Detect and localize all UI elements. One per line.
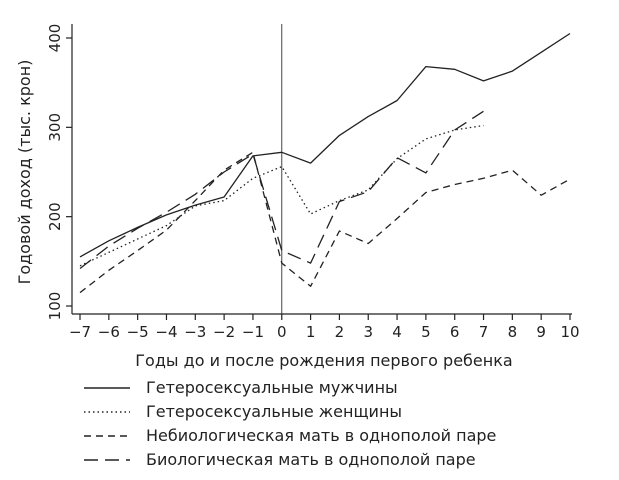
x-tick-label: 4 — [392, 323, 402, 341]
legend-label-4: Биологическая мать в однополой паре — [146, 450, 476, 469]
x-tick-label: −3 — [184, 323, 206, 341]
x-tick-label: 7 — [479, 323, 489, 341]
x-tick-label: 1 — [306, 323, 316, 341]
plot-area — [79, 24, 571, 314]
y-tick-label: 300 — [46, 113, 64, 142]
series-line-2 — [79, 124, 484, 267]
legend-label-1: Гетеросексуальные мужчины — [146, 378, 398, 397]
legend-label-3: Небиологическая мать в однополой паре — [146, 426, 496, 445]
series-line-1 — [79, 32, 571, 258]
x-tick-label: 10 — [560, 323, 579, 341]
series-line-3 — [79, 151, 571, 294]
x-tick-label: −7 — [69, 323, 91, 341]
legend-label-2: Гетеросексуальные женщины — [146, 402, 402, 421]
x-tick-label: 8 — [508, 323, 518, 341]
y-tick-label: 100 — [46, 292, 64, 321]
y-tick-label: 400 — [46, 24, 64, 53]
x-tick-label: 9 — [536, 323, 546, 341]
x-tick-label: −4 — [155, 323, 177, 341]
y-tick-label: 200 — [46, 202, 64, 231]
x-tick-label: −2 — [213, 323, 235, 341]
x-axis-title: Годы до и после рождения первого ребенка — [135, 351, 512, 370]
legend: Гетеросексуальные мужчины Гетеросексуальн… — [84, 378, 496, 469]
x-tick-label: −5 — [127, 323, 149, 341]
x-tick-label: 5 — [421, 323, 431, 341]
x-tick-label: 0 — [277, 323, 287, 341]
x-tick-label: 2 — [335, 323, 345, 341]
x-tick-label: 3 — [363, 323, 373, 341]
series-line-4 — [79, 110, 484, 270]
x-tick-label: −1 — [242, 323, 264, 341]
x-tick-label: −6 — [98, 323, 120, 341]
x-tick-label: 6 — [450, 323, 460, 341]
y-axis-title: Годовой доход (тыс. крон) — [15, 60, 34, 285]
